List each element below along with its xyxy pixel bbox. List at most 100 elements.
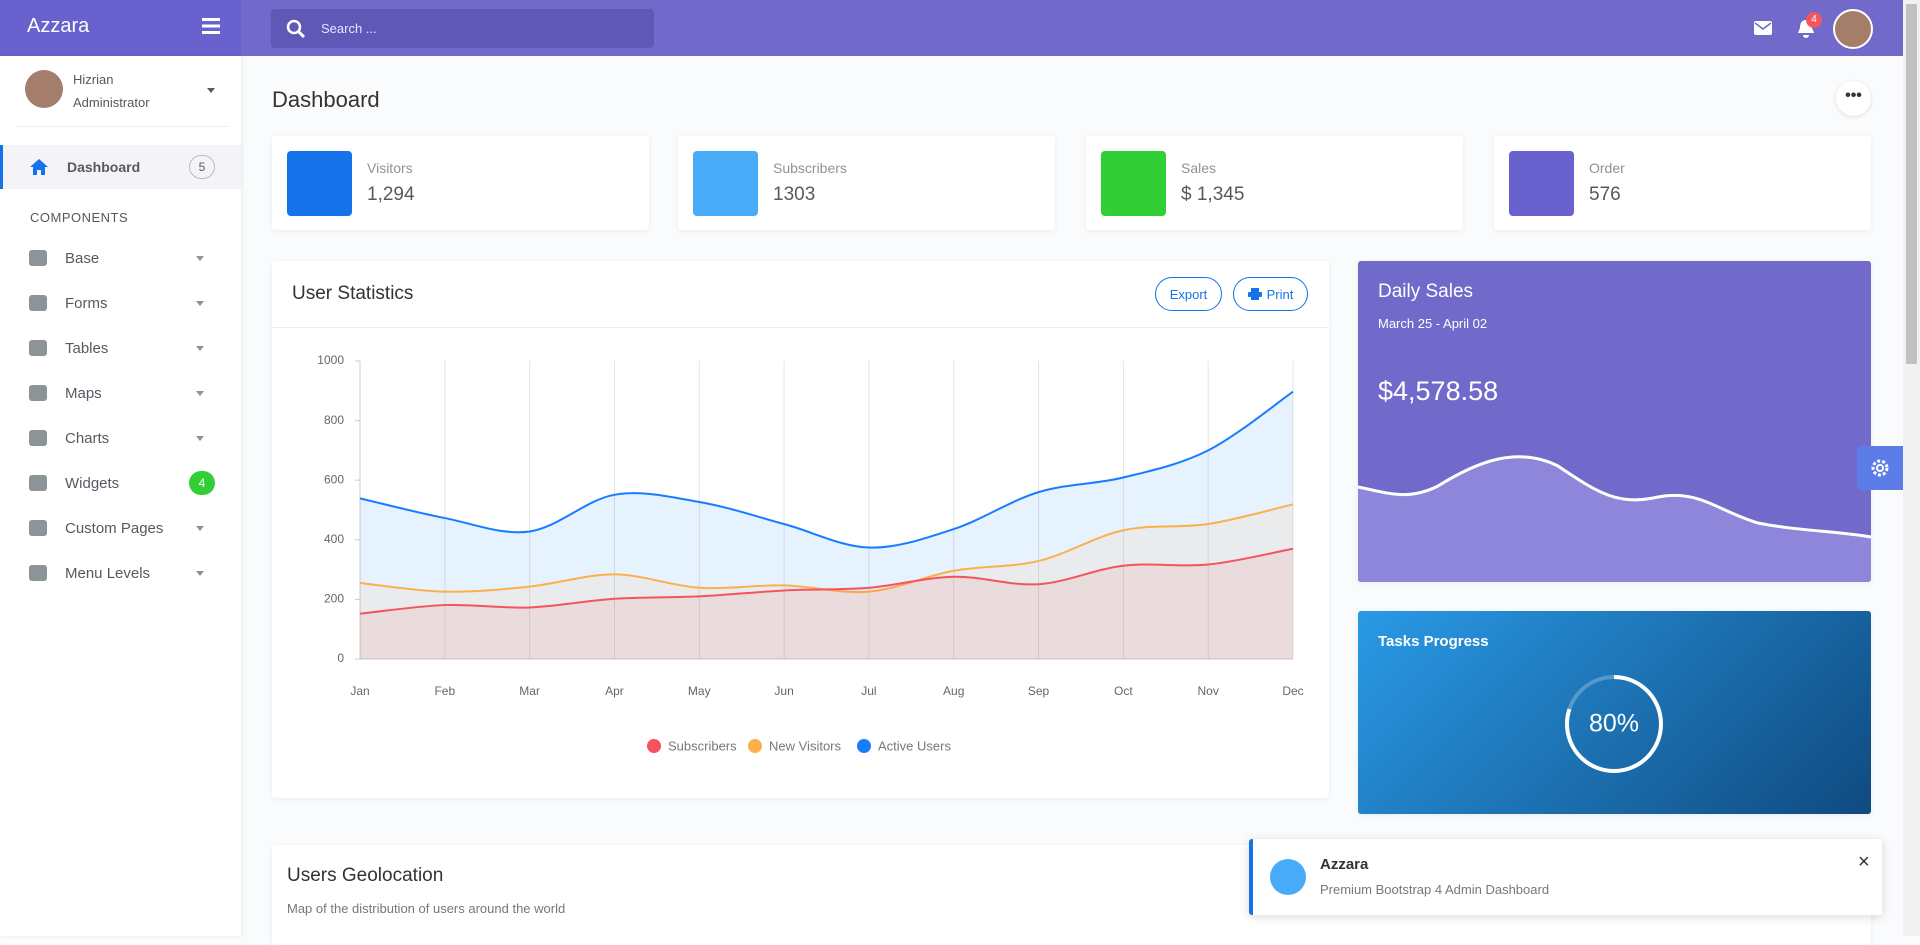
nav-label: Dashboard bbox=[67, 159, 141, 175]
nav-item[interactable]: Maps bbox=[0, 371, 241, 415]
legend-swatch bbox=[647, 739, 661, 753]
x-tick-label: Sep bbox=[1028, 684, 1050, 698]
nav-caret bbox=[196, 346, 204, 355]
nav-label: Menu Levels bbox=[65, 564, 151, 582]
nav-caret bbox=[196, 571, 204, 580]
nav-caret bbox=[196, 436, 204, 445]
stat-card: Order 576 bbox=[1494, 136, 1871, 230]
legend-swatch bbox=[748, 739, 762, 753]
divider bbox=[15, 126, 228, 127]
series-line bbox=[359, 390, 1294, 549]
date-range: March 25 - April 02 bbox=[1378, 316, 1488, 331]
series-area bbox=[360, 504, 1293, 659]
print-label: Print bbox=[1266, 286, 1294, 302]
nav-item[interactable]: Charts bbox=[0, 416, 241, 460]
nav-item[interactable]: Forms bbox=[0, 281, 241, 325]
gear-icon bbox=[1871, 459, 1889, 477]
nav-item[interactable]: Tables bbox=[0, 326, 241, 370]
nav-item[interactable]: Custom Pages bbox=[0, 506, 241, 550]
x-tick-label: Feb bbox=[434, 684, 455, 698]
y-tick-label: 0 bbox=[337, 651, 344, 665]
series-area bbox=[360, 391, 1293, 659]
stat-icon bbox=[693, 151, 758, 216]
nav-dashboard[interactable]: Dashboard 5 bbox=[0, 145, 241, 189]
progress-arc bbox=[1565, 675, 1663, 773]
stat-label: Subscribers bbox=[773, 160, 847, 176]
nav-item[interactable]: Base bbox=[0, 236, 241, 280]
legend-label: New Visitors bbox=[769, 738, 842, 753]
nav-badge: 5 bbox=[189, 155, 215, 179]
export-button[interactable]: Export bbox=[1155, 277, 1222, 311]
stat-label: Visitors bbox=[367, 160, 413, 176]
nav-icon bbox=[29, 475, 47, 491]
nav-label: Widgets bbox=[65, 474, 120, 492]
x-tick-label: Jan bbox=[350, 684, 369, 698]
toast-close[interactable]: × bbox=[1858, 851, 1870, 873]
x-tick-label: Nov bbox=[1198, 684, 1219, 698]
stat-label: Sales bbox=[1181, 160, 1217, 176]
toast-icon bbox=[1270, 859, 1306, 895]
brand-bar: Azzara bbox=[0, 0, 241, 56]
notification-badge: 4 bbox=[1806, 12, 1822, 28]
stat-icon bbox=[1101, 151, 1166, 216]
line-chart: Jan Feb Mar Apr May Jun Jul Aug Sep Oct Nov Dec 0 200… bbox=[317, 353, 1303, 753]
nav-caret bbox=[196, 391, 204, 400]
user-avatar bbox=[25, 70, 63, 108]
avatar[interactable] bbox=[1833, 9, 1873, 49]
settings-button[interactable] bbox=[1857, 446, 1903, 490]
stat-label: Order bbox=[1589, 160, 1625, 176]
card-title: User Statistics bbox=[292, 283, 414, 304]
user-name: Hizrian bbox=[73, 72, 114, 87]
y-tick-label: 600 bbox=[324, 472, 344, 486]
card-subtitle: Map of the distribution of users around … bbox=[287, 901, 566, 916]
x-tick-label: Oct bbox=[1114, 684, 1133, 698]
more-button[interactable]: ••• bbox=[1836, 81, 1871, 116]
print-icon bbox=[1247, 288, 1262, 300]
stat-value: 1303 bbox=[773, 184, 816, 205]
tasks-progress-card: Tasks Progress 80% bbox=[1358, 611, 1871, 814]
mail-icon[interactable] bbox=[1754, 21, 1772, 35]
x-tick-label: Mar bbox=[519, 684, 540, 698]
toast-title: Azzara bbox=[1320, 856, 1369, 873]
nav-label: Forms bbox=[65, 294, 108, 312]
user-caret[interactable] bbox=[207, 88, 215, 97]
print-button[interactable]: Print bbox=[1233, 277, 1308, 311]
legend-label: Subscribers bbox=[668, 738, 737, 753]
toast-message: Premium Bootstrap 4 Admin Dashboard bbox=[1320, 882, 1550, 897]
y-tick-label: 200 bbox=[324, 592, 344, 606]
stat-card: Subscribers 1303 bbox=[678, 136, 1055, 230]
card-title: Daily Sales bbox=[1378, 281, 1474, 302]
nav-icon bbox=[29, 340, 47, 356]
nav-caret bbox=[196, 526, 204, 535]
section-label: COMPONENTS bbox=[30, 210, 129, 225]
nav-caret bbox=[196, 301, 204, 310]
nav-icon bbox=[29, 565, 47, 581]
y-tick-label: 1000 bbox=[317, 353, 344, 367]
nav-item[interactable]: Widgets 4 bbox=[0, 461, 241, 505]
page-title: Dashboard bbox=[272, 87, 380, 112]
nav-item[interactable]: Menu Levels bbox=[0, 551, 241, 595]
nav-label: Maps bbox=[65, 384, 102, 402]
brand: Azzara bbox=[27, 15, 90, 37]
stat-card: Sales $ 1,345 bbox=[1086, 136, 1463, 230]
x-tick-label: Aug bbox=[943, 684, 964, 698]
toast: Azzara Premium Bootstrap 4 Admin Dashboa… bbox=[1249, 839, 1882, 915]
nav-icon bbox=[29, 250, 47, 266]
menu-toggle[interactable] bbox=[202, 17, 220, 35]
nav-label: Charts bbox=[65, 429, 110, 447]
x-tick-label: Jun bbox=[774, 684, 793, 698]
search-box[interactable]: Search ... bbox=[271, 9, 654, 48]
daily-sales-card: Daily Sales March 25 - April 02 $4,578.5… bbox=[1358, 261, 1871, 582]
progress-label: 80% bbox=[1589, 710, 1639, 738]
card-title: Tasks Progress bbox=[1378, 633, 1489, 650]
x-tick-label: Dec bbox=[1282, 684, 1303, 698]
series-area bbox=[360, 548, 1293, 659]
scrollbar bbox=[1903, 0, 1920, 936]
x-tick-label: May bbox=[688, 684, 711, 698]
series-line bbox=[359, 547, 1294, 615]
stat-icon bbox=[287, 151, 352, 216]
y-tick-label: 800 bbox=[324, 413, 344, 427]
nav-caret bbox=[196, 256, 204, 265]
nav-icon bbox=[29, 385, 47, 401]
nav-icon bbox=[29, 430, 47, 446]
